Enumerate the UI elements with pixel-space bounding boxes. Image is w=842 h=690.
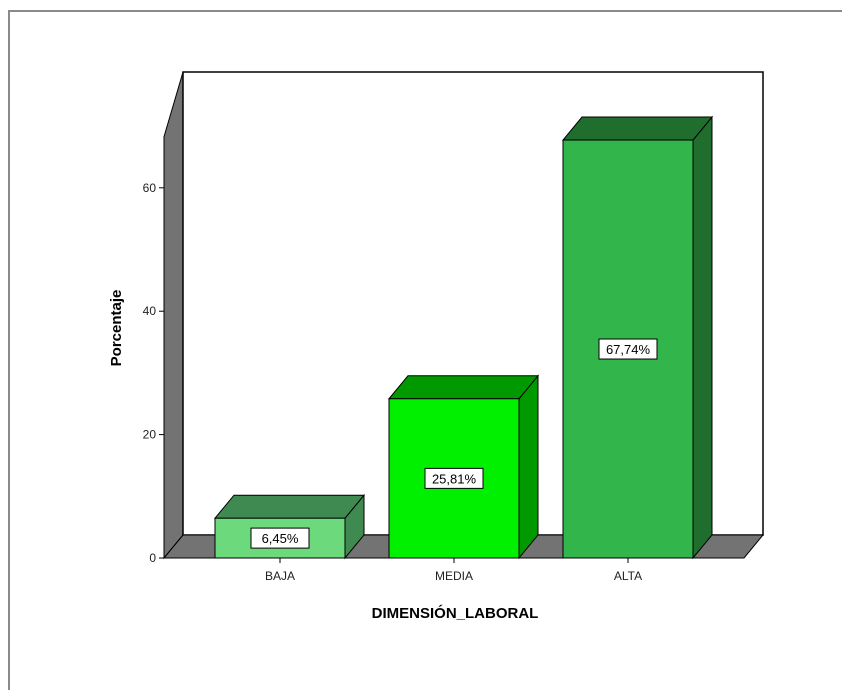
- bar-baja: 6,45%: [213, 493, 366, 560]
- data-label: 6,45%: [262, 531, 299, 546]
- y-axis: 0 20 40 60: [143, 136, 165, 565]
- bar-media: 25,81%: [387, 374, 540, 560]
- y-tick-label: 40: [143, 304, 157, 318]
- bar-side: [518, 374, 539, 560]
- x-tick-label: BAJA: [265, 569, 295, 583]
- data-label: 25,81%: [432, 471, 477, 486]
- left-wall: [163, 71, 184, 560]
- x-tick-label: ALTA: [614, 569, 642, 583]
- bar-alta: 67,74%: [561, 115, 714, 560]
- data-label-box: [250, 527, 310, 549]
- data-label: 67,74%: [606, 342, 651, 357]
- x-axis-title: DIMENSIÓN_LABORAL: [372, 604, 539, 622]
- y-tick-label: 0: [149, 551, 156, 565]
- data-label-box: [424, 467, 484, 489]
- y-tick-label: 20: [143, 428, 157, 442]
- y-axis-title: Porcentaje: [108, 290, 125, 367]
- bar-top: [561, 116, 714, 141]
- bar-side: [692, 115, 713, 560]
- bar-top: [387, 375, 540, 400]
- x-axis: BAJA MEDIA ALTA: [164, 557, 744, 583]
- bar-top: [213, 494, 366, 519]
- y-tick-label: 60: [143, 181, 157, 195]
- x-tick-label: MEDIA: [435, 569, 473, 583]
- bars: 6,45% 25,81% 67,74%: [213, 115, 714, 560]
- data-label-box: [598, 338, 658, 360]
